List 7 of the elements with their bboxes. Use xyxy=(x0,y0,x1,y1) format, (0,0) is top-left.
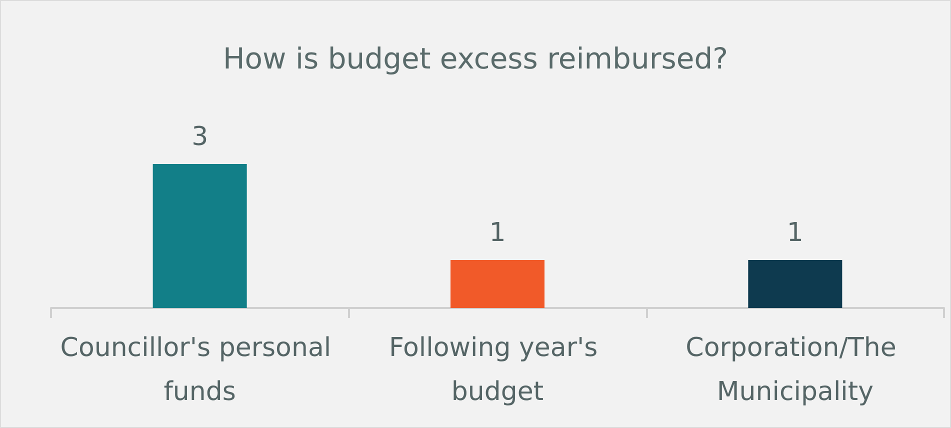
x-tick-label: Following year's budget xyxy=(389,333,606,407)
chart-title: How is budget excess reimbursed? xyxy=(222,42,728,76)
data-label: 1 xyxy=(786,218,804,248)
data-label: 1 xyxy=(489,218,506,248)
x-tick-label: Corporation/The Municipality xyxy=(686,333,905,407)
data-label: 3 xyxy=(192,122,208,152)
x-tick-label: Councillor's personal funds xyxy=(60,333,340,407)
